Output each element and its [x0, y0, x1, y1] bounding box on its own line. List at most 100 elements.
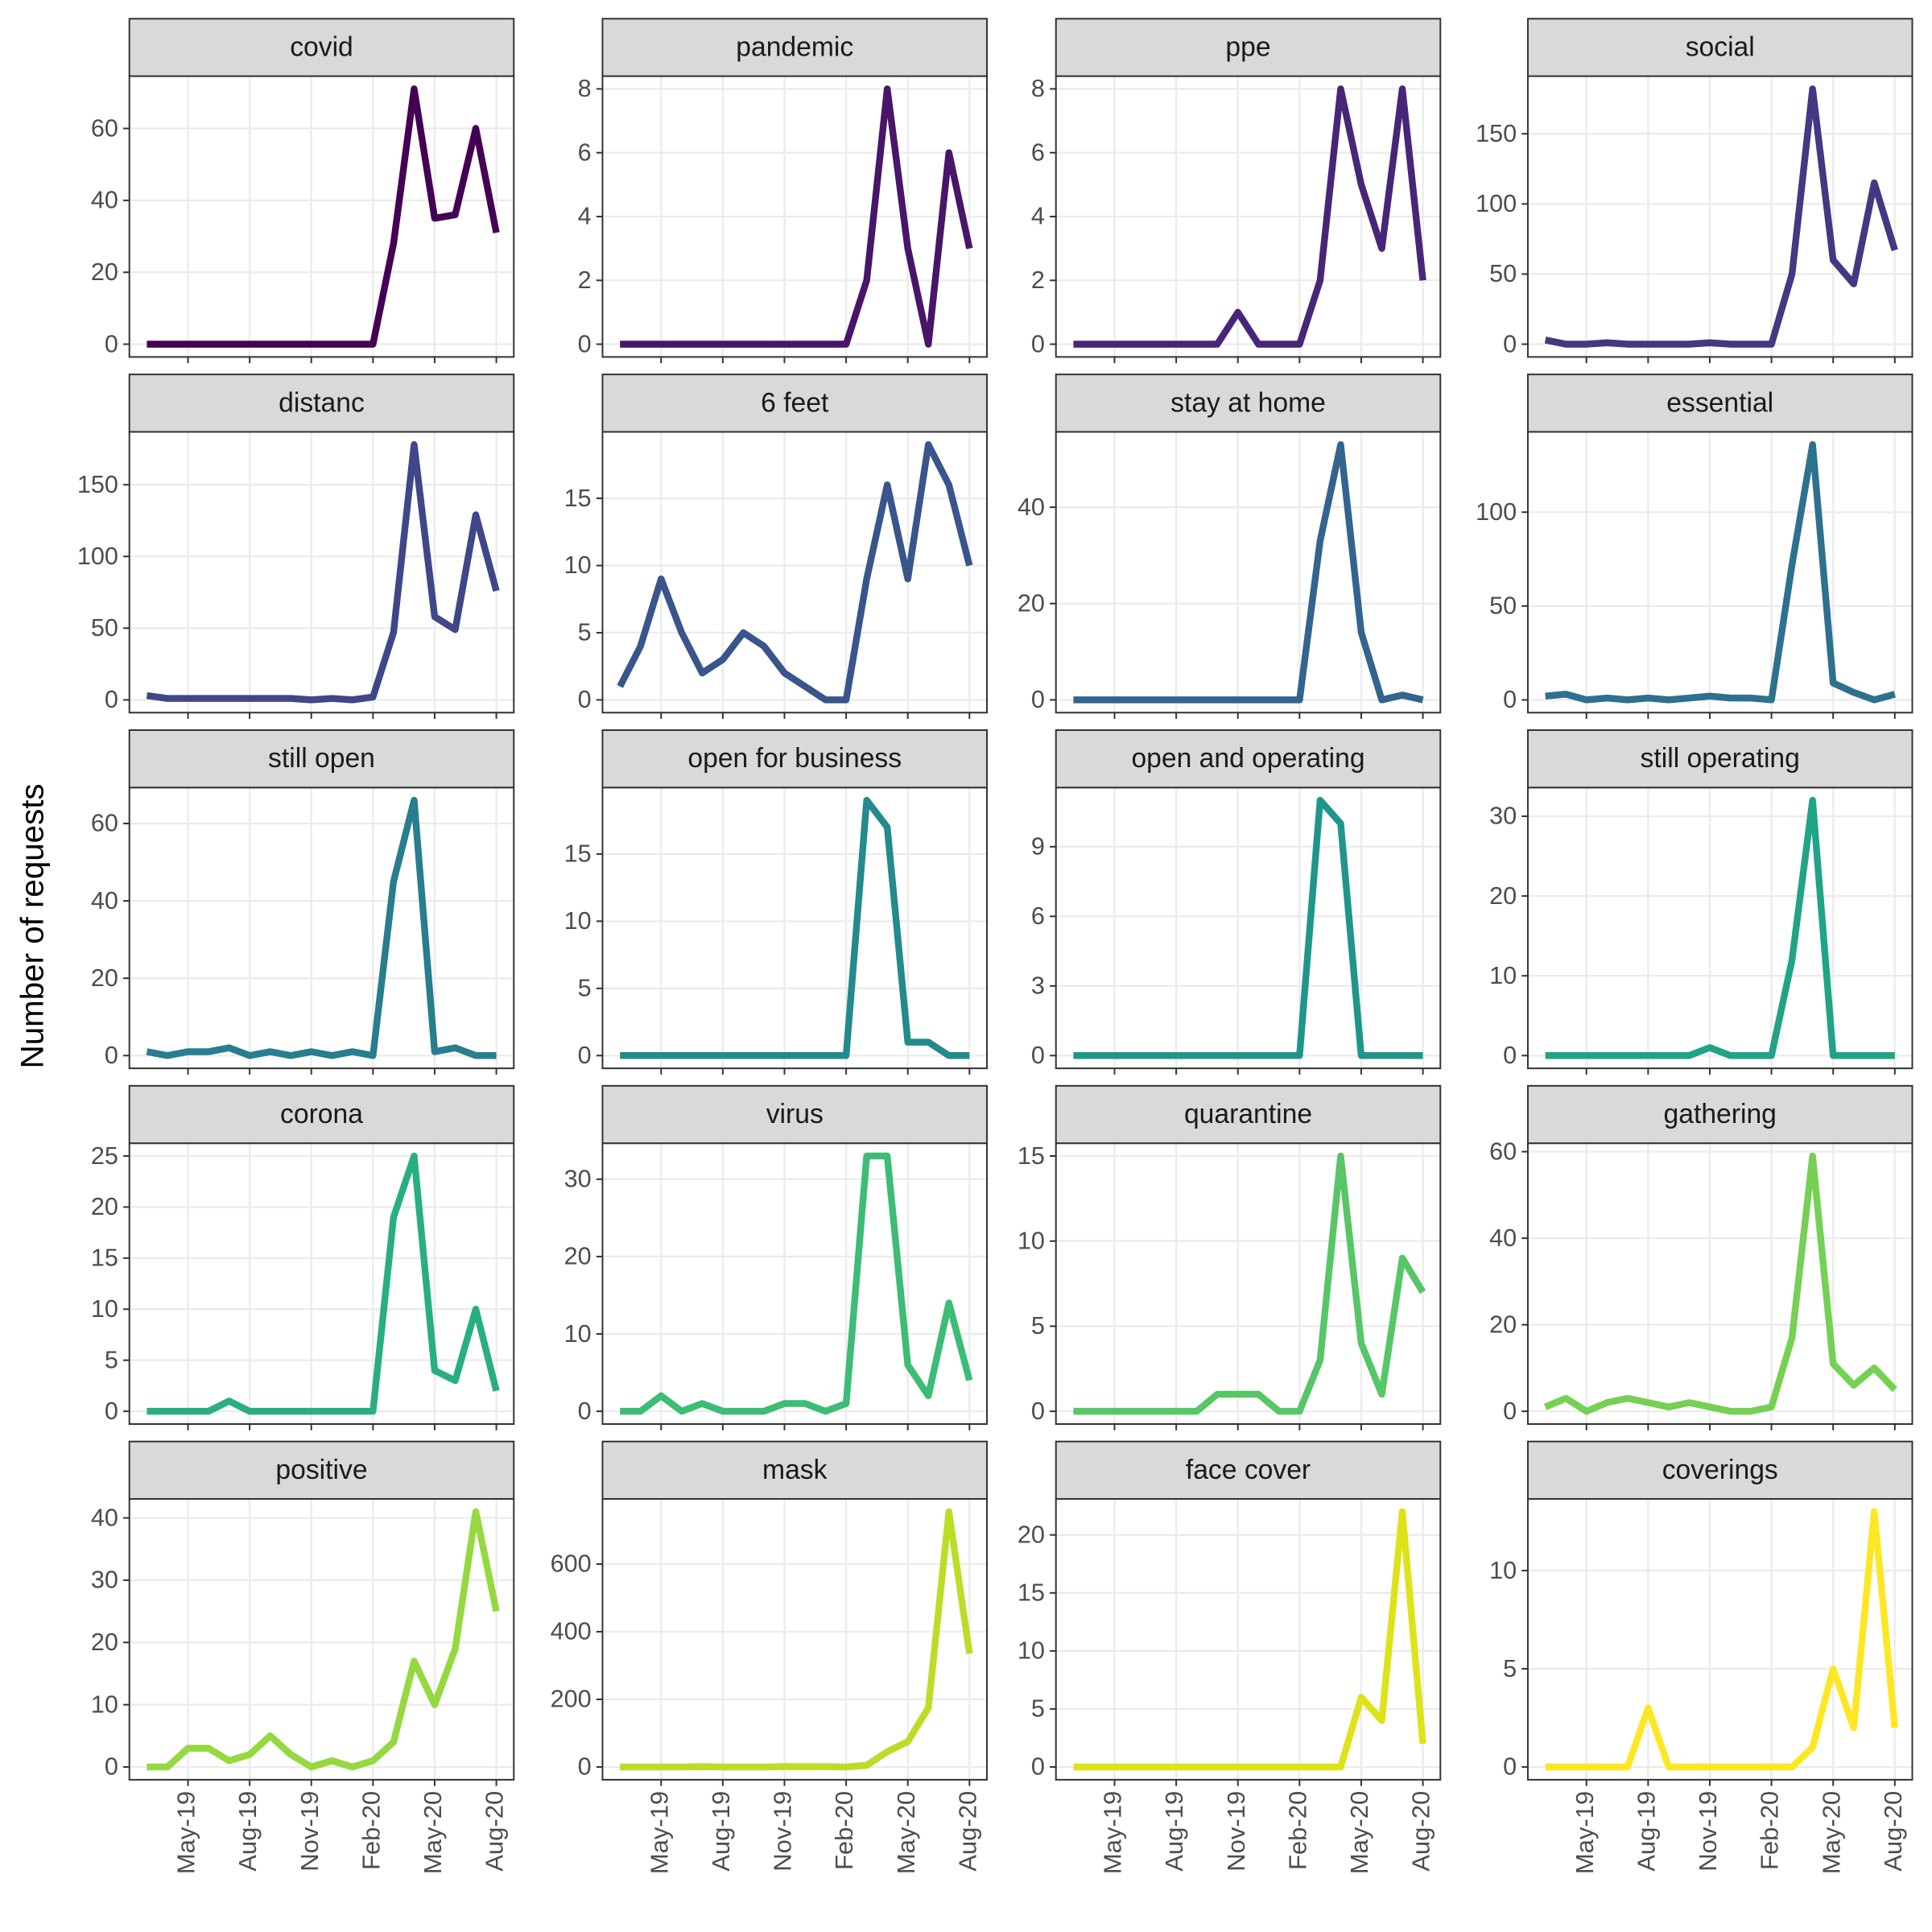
strip-title: essential	[1666, 387, 1773, 418]
x-tick-label: May-20	[892, 1791, 920, 1874]
y-tick-label: 5	[578, 973, 592, 1001]
strip	[1526, 1440, 1913, 1501]
x-tick-label: Feb-20	[1756, 1791, 1784, 1870]
line	[1544, 85, 1898, 348]
y-tick-label: 0	[105, 1752, 118, 1781]
x-tick-label: Nov-19	[1694, 1791, 1722, 1872]
y-tick-label: 20	[91, 1628, 118, 1656]
x-tick-label: Nov-19	[295, 1791, 324, 1872]
strip-title: positive	[275, 1455, 367, 1485]
facet: open and operating 0 3 6 9	[1031, 729, 1442, 1075]
y-tick-label: 20	[1018, 1520, 1045, 1548]
y-tick-label: 20	[564, 1242, 592, 1270]
strip	[128, 374, 515, 433]
y-tick-label: 20	[91, 258, 118, 286]
x-tick-label: Nov-19	[1222, 1791, 1250, 1872]
plot-background	[129, 431, 514, 713]
facet: virus 0 10 20 30	[564, 1084, 989, 1430]
line	[1544, 1152, 1897, 1415]
y-tick-label: 5	[1031, 1311, 1045, 1340]
plot-background	[1527, 787, 1913, 1069]
x-tick-label: May-20	[419, 1791, 447, 1874]
strip-title: pandemic	[736, 31, 853, 62]
plot-background	[602, 1499, 988, 1780]
line	[1545, 796, 1895, 1059]
x-tick-label: Aug-19	[233, 1791, 262, 1872]
x-tick-label: Nov-19	[769, 1791, 797, 1872]
strip-title: face cover	[1186, 1455, 1311, 1485]
y-tick-label: 5	[578, 618, 592, 646]
y-tick-label: 200	[551, 1685, 592, 1713]
y-tick-label: 0	[1503, 329, 1517, 357]
x-tick-label: May-19	[1099, 1791, 1127, 1874]
y-tick-label: 0	[1031, 1752, 1045, 1781]
y-tick-label: 0	[105, 329, 118, 357]
y-tick-label: 100	[77, 542, 118, 570]
x-tick-label: Aug-20	[1879, 1791, 1907, 1872]
strip	[601, 1084, 989, 1145]
y-tick-label: 0	[578, 1397, 592, 1425]
y-tick-label: 5	[1031, 1694, 1045, 1722]
strip-title: quarantine	[1184, 1099, 1312, 1129]
y-tick-label: 5	[1503, 1654, 1517, 1682]
y-tick-label: 40	[91, 185, 118, 213]
y-tick-label: 3	[1031, 971, 1045, 999]
strip-title: still operating	[1641, 743, 1800, 774]
facet: 6 feet 0 5 10 15	[564, 374, 989, 720]
y-tick-label: 8	[1031, 74, 1045, 102]
strip	[1526, 374, 1913, 433]
x-tick-label: Feb-20	[830, 1791, 858, 1870]
facet: positive 0 10 20 30 40 May-19 Aug-19 Nov-19 Feb-2…	[91, 1440, 515, 1874]
y-tick-label: 4	[1031, 202, 1045, 230]
strip	[1055, 1440, 1442, 1501]
y-tick-label: 0	[578, 685, 592, 713]
x-tick-label: May-20	[1345, 1791, 1373, 1874]
y-tick-label: 5	[105, 1345, 118, 1373]
strip	[601, 374, 989, 433]
strip	[601, 1440, 989, 1501]
line	[1073, 796, 1423, 1059]
y-tick-label: 15	[1018, 1141, 1045, 1170]
line	[1073, 1508, 1426, 1771]
facet: covid 0 20 40 60	[91, 18, 515, 364]
strip	[128, 1440, 515, 1501]
facet: still open 0 20 40 60	[91, 729, 515, 1075]
plot-background	[1055, 787, 1441, 1069]
strip	[1526, 729, 1913, 789]
y-tick-label: 6	[1031, 138, 1045, 166]
plot-background	[602, 1143, 988, 1424]
line	[1073, 85, 1426, 348]
plot-background	[129, 787, 514, 1069]
y-tick-label: 0	[1503, 1397, 1517, 1425]
strip	[1055, 1084, 1442, 1145]
y-tick-label: 60	[1489, 1137, 1517, 1165]
plot-background	[1527, 1499, 1913, 1780]
x-tick-label: May-19	[646, 1791, 674, 1874]
strip-title: virus	[766, 1099, 824, 1129]
strip	[1055, 18, 1442, 77]
x-tick-label: Aug-19	[707, 1791, 735, 1872]
y-tick-label: 50	[1489, 591, 1517, 619]
facet: face cover 0 5 10 15 20 May-19 Aug-19 Nov-19 Feb-…	[1018, 1440, 1442, 1874]
plot-background	[1055, 431, 1441, 713]
line	[147, 1508, 500, 1771]
y-tick-label: 60	[91, 809, 118, 837]
y-tick-label: 40	[91, 886, 118, 914]
y-tick-label: 0	[1031, 329, 1045, 357]
y-tick-label: 10	[564, 906, 592, 935]
y-tick-label: 20	[91, 964, 118, 992]
line	[620, 1152, 973, 1415]
strip-title: social	[1686, 31, 1755, 62]
y-tick-label: 0	[105, 685, 118, 713]
plot-background	[1055, 1499, 1441, 1780]
line	[1073, 441, 1424, 704]
y-tick-label: 0	[105, 1397, 118, 1425]
y-tick-label: 10	[1018, 1636, 1045, 1664]
y-tick-label: 50	[1489, 259, 1517, 287]
facet: gathering 0 20 40 60	[1489, 1084, 1913, 1430]
y-tick-label: 20	[1489, 1310, 1517, 1338]
line	[620, 796, 970, 1059]
line	[1073, 1152, 1426, 1415]
facet: essential 0 50 100	[1476, 374, 1913, 720]
y-tick-label: 30	[564, 1164, 592, 1192]
